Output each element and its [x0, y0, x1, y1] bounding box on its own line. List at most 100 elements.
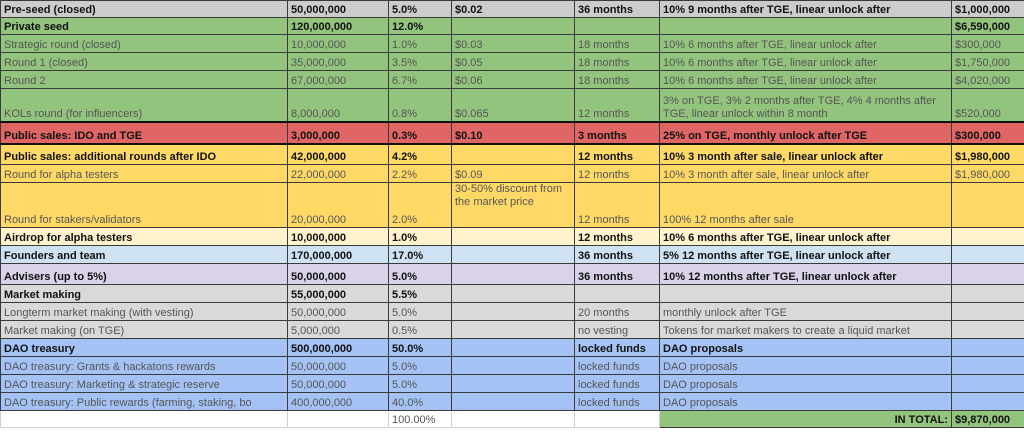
name-cell[interactable]: Public sales: additional rounds after ID…: [0, 143, 288, 165]
table-row[interactable]: Round for stakers/validators 20,000,000 2.…: [0, 182, 1024, 228]
tokens-cell[interactable]: 170,000,000: [287, 245, 389, 264]
vesting-cell[interactable]: locked funds: [574, 374, 660, 393]
unlock-cell[interactable]: DAO proposals: [659, 338, 952, 357]
percent-cell[interactable]: 5.0%: [388, 374, 452, 393]
vesting-cell[interactable]: 18 months: [574, 34, 660, 53]
vesting-cell[interactable]: 3 months: [574, 120, 660, 145]
amount-cell[interactable]: [951, 263, 1024, 285]
table-row[interactable]: Round 1 (closed) 35,000,000 3.5% $0.05 18 mo…: [0, 52, 1024, 71]
unlock-cell[interactable]: Tokens for market makers to create a liq…: [659, 320, 952, 339]
amount-cell[interactable]: [951, 338, 1024, 357]
vesting-cell[interactable]: locked funds: [574, 338, 660, 357]
tokens-cell[interactable]: 500,000,000: [287, 338, 389, 357]
tokens-cell[interactable]: 8,000,000: [287, 88, 389, 122]
percent-cell[interactable]: 0.8%: [388, 88, 452, 122]
unlock-cell[interactable]: 10% 9 months after TGE, linear unlock af…: [659, 0, 952, 18]
vesting-cell[interactable]: [574, 284, 660, 303]
table-row[interactable]: DAO treasury 500,000,000 50.0% locked funds…: [0, 338, 1024, 357]
percent-cell[interactable]: 5.5%: [388, 284, 452, 303]
name-cell[interactable]: Strategic round (closed): [0, 34, 288, 53]
tokens-cell[interactable]: 400,000,000: [287, 392, 389, 411]
price-cell[interactable]: $0.02: [451, 0, 575, 18]
table-row[interactable]: Private seed 120,000,000 12.0% $6,590,000: [0, 17, 1024, 35]
vesting-cell[interactable]: 12 months: [574, 182, 660, 228]
tokens-cell[interactable]: 42,000,000: [287, 143, 389, 165]
price-cell[interactable]: [451, 374, 575, 393]
percent-cell[interactable]: 4.2%: [388, 143, 452, 165]
vesting-cell[interactable]: 12 months: [574, 88, 660, 122]
price-cell[interactable]: [451, 302, 575, 321]
percent-cell[interactable]: 0.3%: [388, 120, 452, 145]
amount-cell[interactable]: $1,980,000: [951, 164, 1024, 183]
name-cell[interactable]: Advisers (up to 5%): [0, 263, 288, 285]
unlock-cell[interactable]: 25% on TGE, monthly unlock after TGE: [659, 120, 952, 145]
tokens-cell[interactable]: 50,000,000: [287, 356, 389, 375]
percent-cell[interactable]: 1.0%: [388, 227, 452, 246]
unlock-cell[interactable]: 10% 3 month after sale, linear unlock af…: [659, 143, 952, 165]
name-cell[interactable]: KOLs round (for influencers): [0, 88, 288, 122]
amount-cell[interactable]: $4,020,000: [951, 70, 1024, 89]
name-cell[interactable]: DAO treasury: Public rewards (farming, s…: [0, 392, 288, 411]
unlock-cell[interactable]: 100% 12 months after sale: [659, 182, 952, 228]
table-row[interactable]: Longterm market making (with vesting) 50,…: [0, 302, 1024, 321]
price-cell[interactable]: 30-50% discount from the market price: [451, 182, 575, 228]
unlock-cell[interactable]: DAO proposals: [659, 374, 952, 393]
percent-cell[interactable]: 0.5%: [388, 320, 452, 339]
percent-cell[interactable]: 2.0%: [388, 182, 452, 228]
name-cell[interactable]: Market making: [0, 284, 288, 303]
table-row[interactable]: Founders and team 170,000,000 17.0% 36 mont…: [0, 245, 1024, 264]
vesting-cell[interactable]: [574, 17, 660, 35]
name-cell[interactable]: Pre-seed (closed): [0, 0, 288, 18]
percent-cell[interactable]: 5.0%: [388, 356, 452, 375]
amount-cell[interactable]: $300,000: [951, 34, 1024, 53]
table-row[interactable]: Strategic round (closed) 10,000,000 1.0% $0…: [0, 34, 1024, 53]
name-cell[interactable]: DAO treasury: [0, 338, 288, 357]
price-cell[interactable]: $0.065: [451, 88, 575, 122]
vesting-cell[interactable]: no vesting: [574, 320, 660, 339]
table-row[interactable]: DAO treasury: Public rewards (farming, s…: [0, 392, 1024, 411]
unlock-cell[interactable]: 10% 6 months after TGE, linear unlock af…: [659, 34, 952, 53]
name-cell[interactable]: Round for alpha testers: [0, 164, 288, 183]
vesting-cell[interactable]: 36 months: [574, 0, 660, 18]
table-row[interactable]: Advisers (up to 5%) 50,000,000 5.0% 36 mont…: [0, 263, 1024, 285]
tokens-cell[interactable]: 35,000,000: [287, 52, 389, 71]
amount-cell[interactable]: $1,980,000: [951, 143, 1024, 165]
unlock-cell[interactable]: 10% 6 months after TGE, linear unlock af…: [659, 52, 952, 71]
price-cell[interactable]: [451, 227, 575, 246]
name-cell[interactable]: Round 1 (closed): [0, 52, 288, 71]
unlock-cell[interactable]: DAO proposals: [659, 356, 952, 375]
name-cell[interactable]: Round for stakers/validators: [0, 182, 288, 228]
table-row[interactable]: Market making (on TGE) 5,000,000 0.5% no ve…: [0, 320, 1024, 339]
percent-cell[interactable]: 50.0%: [388, 338, 452, 357]
percent-cell[interactable]: 17.0%: [388, 245, 452, 264]
amount-cell[interactable]: $520,000: [951, 88, 1024, 122]
unlock-cell[interactable]: 10% 12 months after TGE, linear unlock a…: [659, 263, 952, 285]
vesting-cell[interactable]: 36 months: [574, 263, 660, 285]
amount-cell[interactable]: [951, 392, 1024, 411]
table-row[interactable]: Market making 55,000,000 5.5%: [0, 284, 1024, 303]
price-cell[interactable]: [451, 320, 575, 339]
percent-cell[interactable]: 40.0%: [388, 392, 452, 411]
price-cell[interactable]: [451, 17, 575, 35]
price-cell[interactable]: $0.06: [451, 70, 575, 89]
vesting-cell[interactable]: locked funds: [574, 356, 660, 375]
percent-cell[interactable]: 6.7%: [388, 70, 452, 89]
table-row[interactable]: DAO treasury: Grants & hackatons rewards…: [0, 356, 1024, 375]
table-row[interactable]: DAO treasury: Marketing & strategic rese…: [0, 374, 1024, 393]
name-cell[interactable]: Longterm market making (with vesting): [0, 302, 288, 321]
name-cell[interactable]: Founders and team: [0, 245, 288, 264]
tokens-cell[interactable]: 3,000,000: [287, 120, 389, 145]
tokens-cell[interactable]: 10,000,000: [287, 227, 389, 246]
percent-cell[interactable]: 5.0%: [388, 263, 452, 285]
table-row[interactable]: Airdrop for alpha testers 10,000,000 1.0% 1…: [0, 227, 1024, 246]
name-cell[interactable]: Market making (on TGE): [0, 320, 288, 339]
price-cell[interactable]: [451, 263, 575, 285]
unlock-cell[interactable]: 3% on TGE, 3% 2 months after TGE, 4% 4 m…: [659, 88, 952, 122]
amount-cell[interactable]: [951, 245, 1024, 264]
unlock-cell[interactable]: 5% 12 months after TGE, linear unlock af…: [659, 245, 952, 264]
unlock-cell[interactable]: [659, 17, 952, 35]
tokens-cell[interactable]: 5,000,000: [287, 320, 389, 339]
amount-cell[interactable]: $300,000: [951, 120, 1024, 145]
percent-cell[interactable]: 1.0%: [388, 34, 452, 53]
amount-cell[interactable]: [951, 284, 1024, 303]
